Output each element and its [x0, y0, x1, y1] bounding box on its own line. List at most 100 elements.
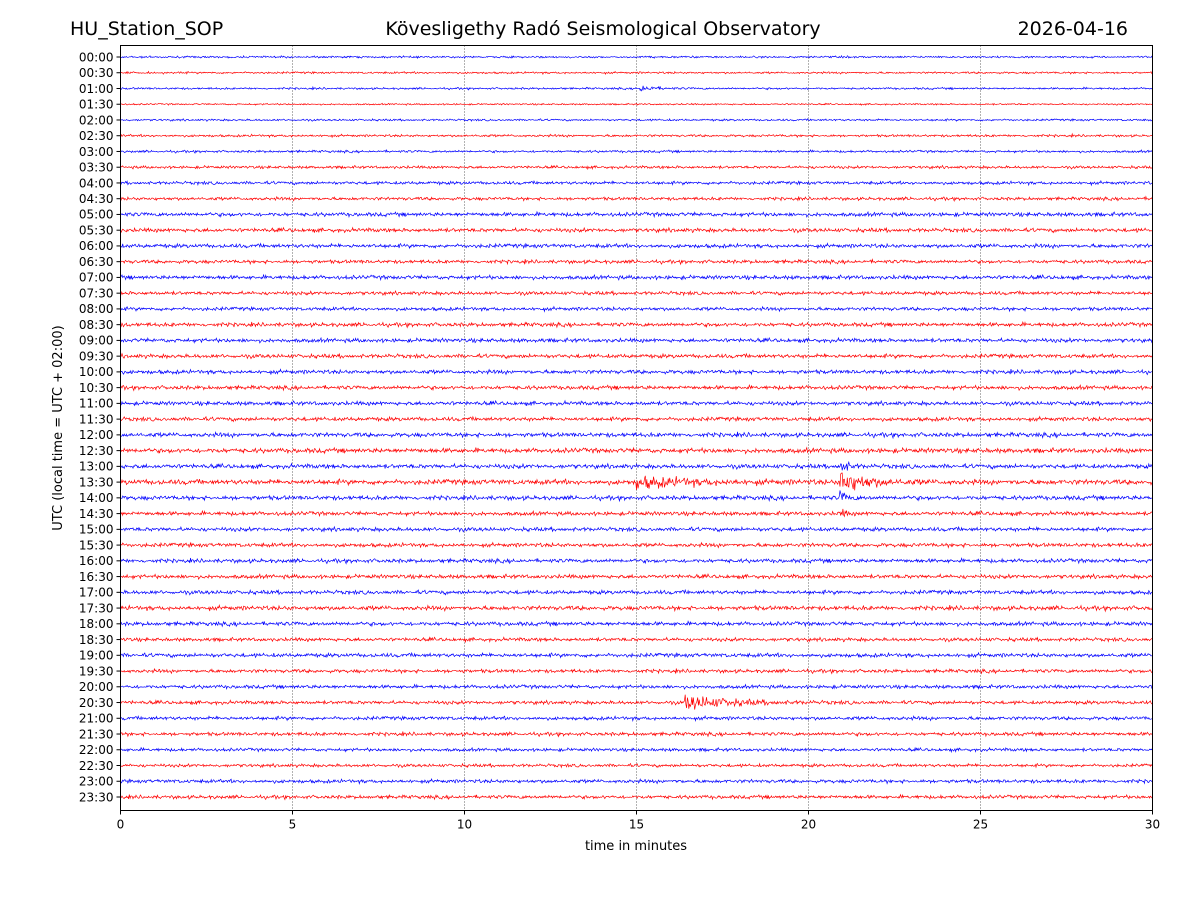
y-tick-label: 08:30 — [79, 318, 114, 332]
trace-2230 — [120, 762, 1153, 769]
y-tick-label: 02:00 — [79, 113, 114, 127]
y-tick-label: 12:30 — [79, 444, 114, 458]
y-tick-label: 02:30 — [79, 129, 114, 143]
y-tick-label: 11:30 — [79, 412, 114, 426]
y-tick-label: 18:30 — [79, 633, 114, 647]
station-title: HU_Station_SOP — [70, 18, 223, 40]
trace-0330 — [120, 164, 1153, 171]
trace-1730 — [120, 604, 1153, 613]
trace-0800 — [120, 305, 1153, 313]
trace-0130 — [120, 102, 1153, 106]
y-tick-label: 07:30 — [79, 286, 114, 300]
y-tick-label: 04:30 — [79, 192, 114, 206]
y-tick-label: 17:30 — [79, 601, 114, 615]
x-tick-label: 10 — [457, 818, 472, 832]
trace-2300 — [120, 777, 1153, 785]
trace-0400 — [120, 179, 1153, 187]
trace-2200 — [120, 746, 1153, 754]
date-title: 2026-04-16 — [1018, 18, 1128, 40]
trace-1800 — [120, 620, 1153, 628]
y-tick-label: 06:00 — [79, 239, 114, 253]
y-tick-label: 13:30 — [79, 475, 114, 489]
trace-1330 — [120, 472, 1153, 491]
trace-1530 — [120, 541, 1153, 549]
y-tick-label: 15:30 — [79, 538, 114, 552]
y-tick-label: 20:00 — [79, 680, 114, 694]
trace-1300 — [120, 460, 1153, 471]
y-tick-label: 23:00 — [79, 775, 114, 789]
y-tick-label: 08:00 — [79, 302, 114, 316]
trace-0500 — [120, 210, 1153, 219]
x-axis-label: time in minutes — [585, 839, 687, 854]
trace-2330 — [120, 793, 1153, 801]
trace-1600 — [120, 557, 1153, 565]
y-tick-label: 09:30 — [79, 349, 114, 363]
trace-1430 — [120, 508, 1153, 518]
y-tick-label: 12:00 — [79, 428, 114, 442]
y-tick-label: 01:00 — [79, 82, 114, 96]
y-tick-label: 04:00 — [79, 176, 114, 190]
y-tick-label: 03:30 — [79, 161, 114, 175]
trace-1230 — [120, 446, 1153, 455]
trace-0530 — [120, 226, 1153, 234]
trace-0200 — [120, 118, 1153, 122]
trace-1500 — [120, 525, 1153, 533]
x-tick-label: 0 — [117, 818, 125, 832]
y-tick-label: 20:30 — [79, 696, 114, 710]
y-tick-label: 19:00 — [79, 649, 114, 663]
y-tick-label: 10:00 — [79, 365, 114, 379]
traces — [120, 54, 1153, 801]
x-tick-label: 15 — [629, 818, 644, 832]
y-tick-label: 13:00 — [79, 460, 114, 474]
trace-1630 — [120, 572, 1153, 581]
trace-0930 — [120, 352, 1153, 360]
trace-0730 — [120, 289, 1153, 297]
trace-0900 — [120, 336, 1153, 344]
y-tick-label: 15:00 — [79, 523, 114, 537]
trace-0600 — [120, 242, 1153, 250]
y-tick-label: 06:30 — [79, 255, 114, 269]
x-tick-label: 5 — [289, 818, 297, 832]
trace-0030 — [120, 70, 1153, 75]
x-axis: 0 5 10 15 20 25 30 — [117, 810, 1160, 832]
y-tick-label: 22:30 — [79, 759, 114, 773]
x-tick-label: 25 — [973, 818, 988, 832]
x-tick-label: 30 — [1145, 818, 1160, 832]
trace-1000 — [120, 368, 1153, 376]
y-tick-label: 14:00 — [79, 491, 114, 505]
trace-2100 — [120, 714, 1153, 722]
y-tick-label: 09:00 — [79, 334, 114, 348]
trace-2130 — [120, 731, 1153, 738]
trace-0100 — [120, 85, 1153, 92]
y-tick-label: 07:00 — [79, 271, 114, 285]
trace-1100 — [120, 399, 1153, 407]
trace-0300 — [120, 148, 1153, 154]
y-tick-label: 23:30 — [79, 790, 114, 804]
trace-2030 — [120, 694, 1153, 710]
trace-1130 — [120, 415, 1153, 423]
y-tick-label: 16:00 — [79, 554, 114, 568]
trace-1700 — [120, 588, 1153, 596]
trace-0700 — [120, 273, 1153, 282]
y-tick-label: 17:00 — [79, 586, 114, 600]
trace-1030 — [120, 383, 1153, 392]
y-tick-label: 05:00 — [79, 208, 114, 222]
trace-0630 — [120, 258, 1153, 266]
y-tick-label: 16:30 — [79, 570, 114, 584]
y-tick-label: 03:00 — [79, 145, 114, 159]
grid-lines — [292, 45, 981, 811]
x-tick-label: 20 — [801, 818, 816, 832]
y-tick-label: 01:30 — [79, 98, 114, 112]
y-tick-label: 21:30 — [79, 727, 114, 741]
y-tick-label: 18:00 — [79, 617, 114, 631]
trace-1930 — [120, 667, 1153, 675]
y-tick-label: 00:00 — [79, 50, 114, 64]
trace-0230 — [120, 132, 1153, 139]
y-tick-label: 05:30 — [79, 223, 114, 237]
y-tick-label: 14:30 — [79, 507, 114, 521]
trace-0430 — [120, 195, 1153, 202]
y-tick-label: 19:30 — [79, 664, 114, 678]
trace-0830 — [120, 320, 1153, 329]
